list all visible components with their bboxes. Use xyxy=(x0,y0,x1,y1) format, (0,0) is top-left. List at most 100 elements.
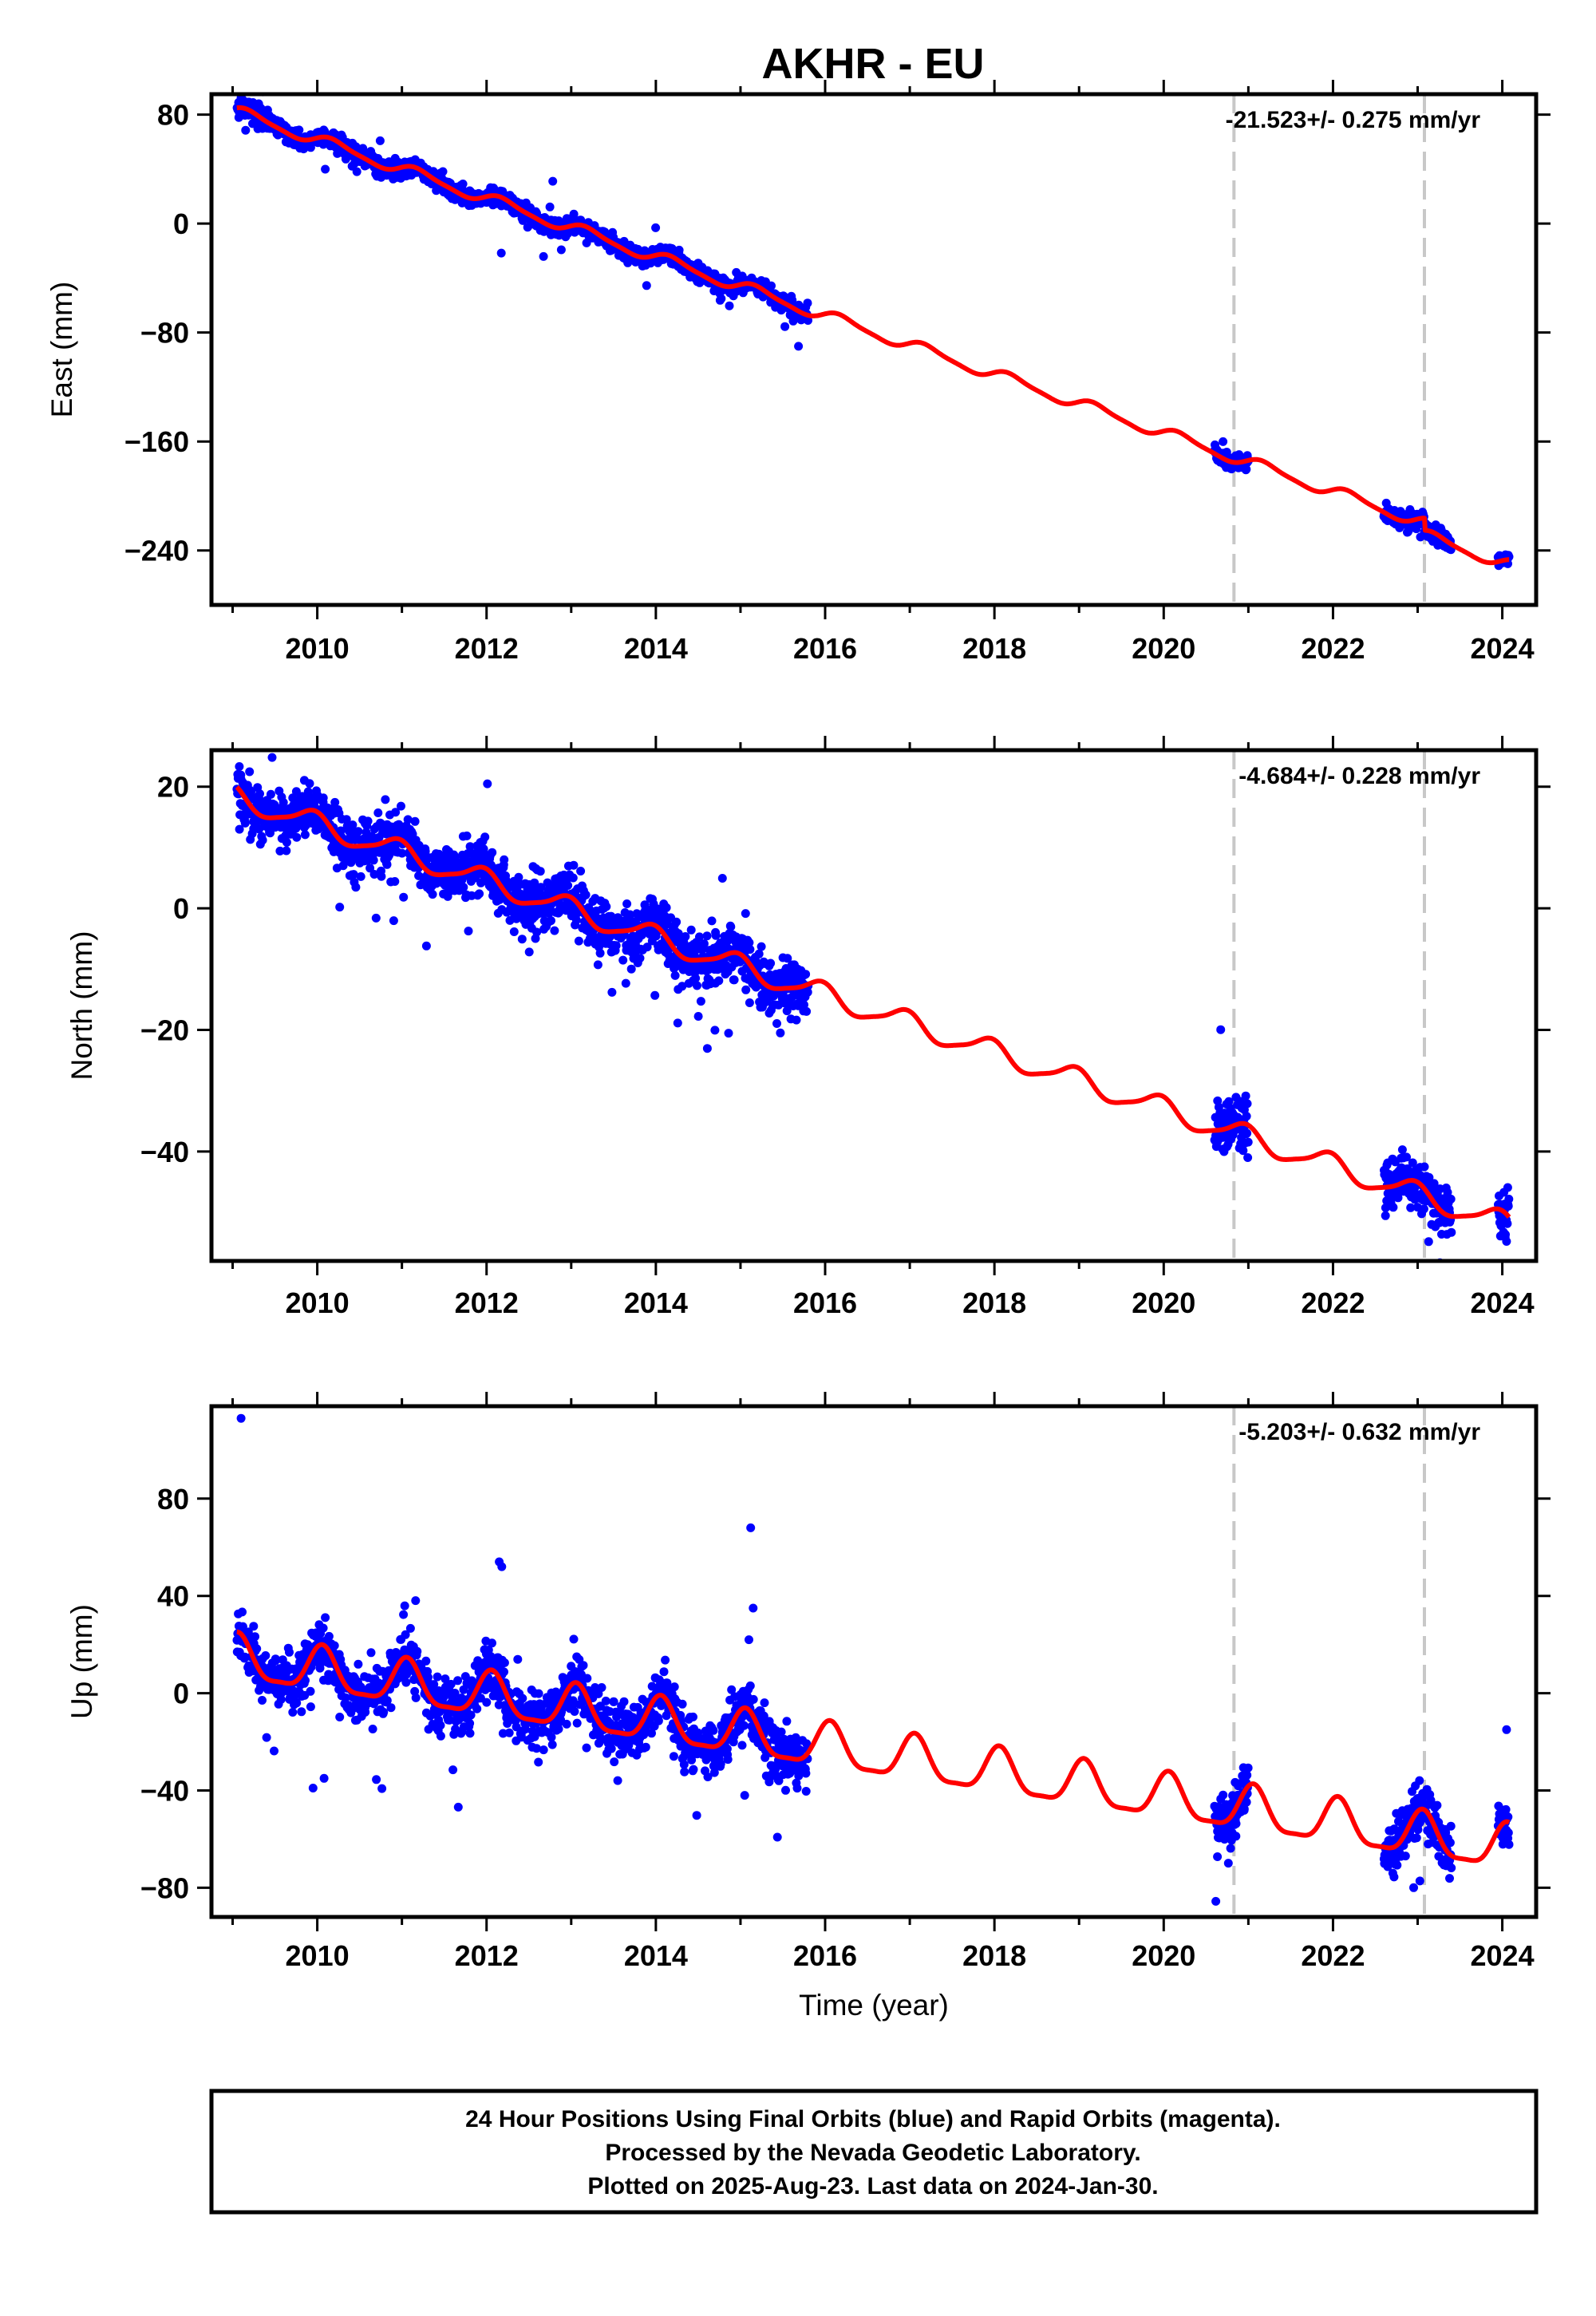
up-point-983 xyxy=(598,1683,606,1692)
up-point-68 xyxy=(258,1696,267,1705)
up-point-721 xyxy=(500,1658,509,1667)
up-point-366 xyxy=(369,1725,377,1733)
north-point-1372 xyxy=(741,986,750,994)
north-point-1438 xyxy=(766,959,775,968)
up-point-673 xyxy=(482,1698,491,1707)
north-point-675 xyxy=(483,780,492,788)
north-point-22 xyxy=(241,819,250,828)
north-point-320 xyxy=(351,883,360,891)
up-point-1017 xyxy=(610,1757,618,1766)
north-point-334 xyxy=(357,872,365,881)
up-point-238 xyxy=(321,1613,330,1622)
up-point-1009 xyxy=(607,1745,616,1753)
north-point-856 xyxy=(550,927,559,935)
north-xtick-label-4: 2018 xyxy=(962,1286,1026,1319)
north-point-1635 xyxy=(1381,1211,1390,1220)
up-point-628 xyxy=(466,1729,475,1737)
up-point-994 xyxy=(602,1697,610,1705)
north-xtick-label-1: 2012 xyxy=(455,1286,519,1319)
north-point-720 xyxy=(500,856,508,864)
up-point-1136 xyxy=(654,1717,663,1725)
up-point-456 xyxy=(401,1678,410,1687)
north-point-1455 xyxy=(772,1019,781,1028)
up-point-548 xyxy=(437,1721,445,1729)
north-point-233 xyxy=(319,793,328,802)
up-point-515 xyxy=(424,1673,433,1682)
up-point-627 xyxy=(465,1719,474,1728)
north-point-1291 xyxy=(712,931,721,940)
north-point-480 xyxy=(411,817,420,826)
north-point-1752 xyxy=(1424,1237,1433,1246)
north-point-1465 xyxy=(776,1029,784,1037)
up-point-1026 xyxy=(614,1777,622,1785)
up-point-910 xyxy=(571,1707,579,1716)
north-ytick-label-1: 0 xyxy=(173,892,189,925)
up-point-917 xyxy=(573,1719,582,1728)
east-point-167 xyxy=(294,125,303,134)
north-xtick-label-3: 2016 xyxy=(793,1286,857,1319)
up-point-687 xyxy=(488,1638,496,1647)
up-point-647 xyxy=(472,1705,481,1713)
north-point-619 xyxy=(463,832,472,840)
up-point-1102 xyxy=(642,1743,650,1752)
north-point-161 xyxy=(292,833,301,842)
east-point-1305 xyxy=(717,294,725,303)
north-point-1224 xyxy=(687,926,696,935)
up-point-596 xyxy=(454,1803,463,1812)
north-point-1629 xyxy=(1243,1153,1252,1162)
north-point-1268 xyxy=(703,1044,712,1053)
up-point-198 xyxy=(306,1687,315,1696)
north-point-1288 xyxy=(710,1026,719,1034)
up-point-415 xyxy=(387,1703,396,1712)
up-point-452 xyxy=(401,1602,409,1611)
east-plot-area xyxy=(233,88,1514,605)
east-ytick-label-0: 80 xyxy=(157,99,189,132)
north-point-846 xyxy=(547,916,555,925)
up-point-468 xyxy=(406,1624,415,1633)
north-point-327 xyxy=(354,827,362,836)
north-point-1681 xyxy=(1398,1145,1407,1154)
north-xtick-label-0: 2010 xyxy=(286,1286,350,1319)
up-point-812 xyxy=(534,1758,543,1767)
east-point-851 xyxy=(548,177,557,186)
up-point-346 xyxy=(361,1708,369,1717)
north-xtick-label-2: 2014 xyxy=(624,1286,688,1319)
north-point-389 xyxy=(377,872,385,881)
north-point-610 xyxy=(459,883,468,891)
up-point-888 xyxy=(563,1720,571,1729)
up-point-248 xyxy=(325,1632,334,1641)
north-point-1840 xyxy=(1503,1184,1512,1192)
north-point-1837 xyxy=(1502,1237,1511,1246)
north-point-1126 xyxy=(650,991,659,1000)
up-point-582 xyxy=(448,1765,457,1774)
north-point-34 xyxy=(245,768,254,777)
north-point-818 xyxy=(536,867,545,875)
east-point-238 xyxy=(321,165,330,174)
north-point-400 xyxy=(381,795,389,804)
north-point-1383 xyxy=(745,945,754,954)
up-point-391 xyxy=(377,1784,386,1793)
north-point-653 xyxy=(475,889,484,898)
north-point-1040 xyxy=(618,956,627,965)
east-xtick-label-6: 2022 xyxy=(1301,632,1365,665)
east-point-1477 xyxy=(780,322,789,331)
north-point-1048 xyxy=(622,979,630,988)
up-point-199 xyxy=(306,1702,315,1711)
east-point-386 xyxy=(376,136,385,145)
north-point-1308 xyxy=(718,874,727,883)
east-xtick-label-2: 2014 xyxy=(624,632,688,665)
north-point-6 xyxy=(235,762,243,771)
up-point-1151 xyxy=(660,1667,669,1676)
north-point-1157 xyxy=(662,903,671,912)
up-point-449 xyxy=(399,1611,408,1619)
up-point-933 xyxy=(579,1661,588,1670)
up-point-826 xyxy=(539,1745,548,1754)
east-xtick-label-0: 2010 xyxy=(286,632,350,665)
north-point-1843 xyxy=(1504,1195,1513,1203)
up-point-540 xyxy=(433,1673,442,1682)
up-point-549 xyxy=(437,1732,445,1741)
east-point-323 xyxy=(353,168,361,176)
north-point-196 xyxy=(306,779,314,788)
east-point-1327 xyxy=(725,302,734,310)
